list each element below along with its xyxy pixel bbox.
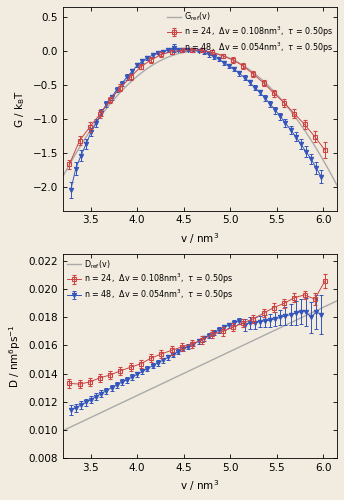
Legend: D$_\mathrm{ref}$(v), n = 24,  $\Delta$v = 0.108nm$^3$,  $\tau$ = 0.50ps, n = 48,: D$_\mathrm{ref}$(v), n = 24, $\Delta$v =…	[65, 256, 235, 304]
Line: G$_\mathrm{ref}$(v): G$_\mathrm{ref}$(v)	[58, 51, 337, 186]
G$_\mathrm{ref}$(v)	[258, 75, 262, 81]
Y-axis label: G / k$_\mathrm{B}$T: G / k$_\mathrm{B}$T	[13, 90, 27, 128]
Legend: G$_\mathrm{ref}$(v), n = 24,  $\Delta$v = 0.108nm$^3$,  $\tau$ = 0.50ps, n = 48,: G$_\mathrm{ref}$(v), n = 24, $\Delta$v =…	[165, 10, 335, 56]
G$_\mathrm{ref}$(v)	[147, 64, 151, 70]
G$_\mathrm{ref}$(v)	[232, 58, 236, 64]
G$_\mathrm{ref}$(v)	[90, 126, 94, 132]
G$_\mathrm{ref}$(v)	[166, 54, 171, 60]
G$_\mathrm{ref}$(v)	[195, 48, 199, 54]
G$_\mathrm{ref}$(v)	[335, 182, 339, 188]
Y-axis label: D / nm$^6$ps$^{-1}$: D / nm$^6$ps$^{-1}$	[7, 324, 23, 388]
X-axis label: v / nm$^3$: v / nm$^3$	[180, 478, 219, 493]
G$_\mathrm{ref}$(v)	[56, 182, 60, 188]
G$_\mathrm{ref}$(v)	[259, 76, 264, 82]
X-axis label: v / nm$^3$: v / nm$^3$	[180, 231, 219, 246]
